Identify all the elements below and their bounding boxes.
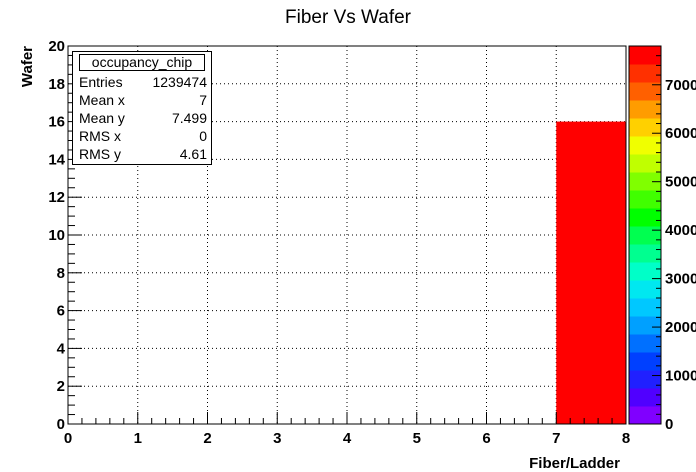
stats-value: 7 [199, 92, 207, 108]
y-tick-labels: 0 2 4 6 8 10 12 14 16 18 20 [48, 38, 65, 433]
palette-frame [628, 45, 662, 425]
x-tick-label: 5 [413, 430, 421, 447]
y-tick-label: 16 [48, 114, 65, 131]
palette-step [629, 244, 661, 263]
heatmap-cell [556, 121, 626, 424]
x-tick-label: 2 [203, 430, 211, 447]
x-tick-label: 4 [343, 430, 352, 447]
palette-step [629, 64, 661, 83]
heatmap-cells [556, 121, 626, 424]
palette-step [629, 316, 661, 335]
palette-tick-label: 1000 [665, 368, 696, 385]
palette-step [629, 370, 661, 389]
palette-step [629, 262, 661, 281]
y-tick-label: 12 [48, 189, 65, 206]
axis-ticks [67, 45, 627, 425]
x-tick-label: 3 [273, 430, 281, 447]
x-tick-label: 1 [134, 430, 142, 447]
y-tick-label: 0 [57, 416, 65, 433]
palette-tick-label: 6000 [665, 125, 696, 142]
palette-tick-label: 7000 [665, 77, 696, 94]
stats-value: 1239474 [152, 74, 207, 90]
stats-label: Mean y [79, 110, 125, 126]
stats-box: occupancy_chip Entries 1239474 Mean x 7 … [72, 51, 212, 165]
stats-row-entries: Entries 1239474 [79, 73, 207, 91]
palette-step [629, 226, 661, 245]
palette-step [629, 136, 661, 155]
y-tick-label: 10 [48, 227, 65, 244]
palette-step [629, 118, 661, 137]
palette-step [629, 352, 661, 371]
palette-tick-label: 0 [665, 416, 673, 433]
y-tick-label: 18 [48, 76, 65, 93]
y-tick-label: 6 [57, 303, 65, 320]
palette-tick-label: 2000 [665, 319, 696, 336]
palette-step [629, 190, 661, 209]
stats-value: 4.61 [179, 146, 207, 162]
stats-title: occupancy_chip [79, 54, 205, 71]
palette-step [629, 406, 661, 425]
stats-label: Entries [79, 74, 123, 90]
color-palette-bar [628, 45, 662, 425]
y-tick-label: 20 [48, 38, 65, 55]
palette-step [629, 172, 661, 191]
chart-title: Fiber Vs Wafer [285, 7, 412, 28]
color-palette-labels: 0 1000 2000 3000 4000 5000 6000 7000 [665, 77, 696, 433]
palette-tick-label: 3000 [665, 271, 696, 288]
stats-label: Mean x [79, 92, 125, 108]
stats-value: 0 [199, 128, 207, 144]
palette-tick-label: 4000 [665, 222, 696, 239]
palette-step [629, 208, 661, 227]
y-tick-label: 2 [57, 378, 65, 395]
palette-step [629, 280, 661, 299]
x-axis-label: Fiber/Ladder [529, 455, 620, 472]
stats-row-mean-y: Mean y 7.499 [79, 109, 207, 127]
y-axis-label: Wafer [19, 46, 36, 87]
palette-tick-label: 5000 [665, 174, 696, 191]
stats-row-rms-y: RMS y 4.61 [79, 145, 207, 163]
palette-step [629, 82, 661, 101]
y-tick-label: 4 [57, 340, 66, 357]
x-tick-labels: 0 1 2 3 4 5 6 7 8 [64, 430, 630, 447]
stats-label: RMS x [79, 128, 121, 144]
y-tick-label: 14 [48, 151, 65, 168]
x-tick-label: 0 [64, 430, 72, 447]
stats-label: RMS y [79, 146, 121, 162]
palette-step [629, 334, 661, 353]
stats-row-rms-x: RMS x 0 [79, 127, 207, 145]
x-tick-label: 6 [482, 430, 490, 447]
x-tick-label: 8 [622, 430, 630, 447]
palette-step [629, 154, 661, 173]
x-tick-label: 7 [552, 430, 560, 447]
palette-step [629, 298, 661, 317]
palette-step [629, 100, 661, 119]
palette-step [629, 46, 661, 65]
stats-value: 7.499 [171, 110, 207, 126]
stats-row-mean-x: Mean x 7 [79, 91, 207, 109]
palette-step [629, 388, 661, 407]
y-tick-label: 8 [57, 265, 65, 282]
